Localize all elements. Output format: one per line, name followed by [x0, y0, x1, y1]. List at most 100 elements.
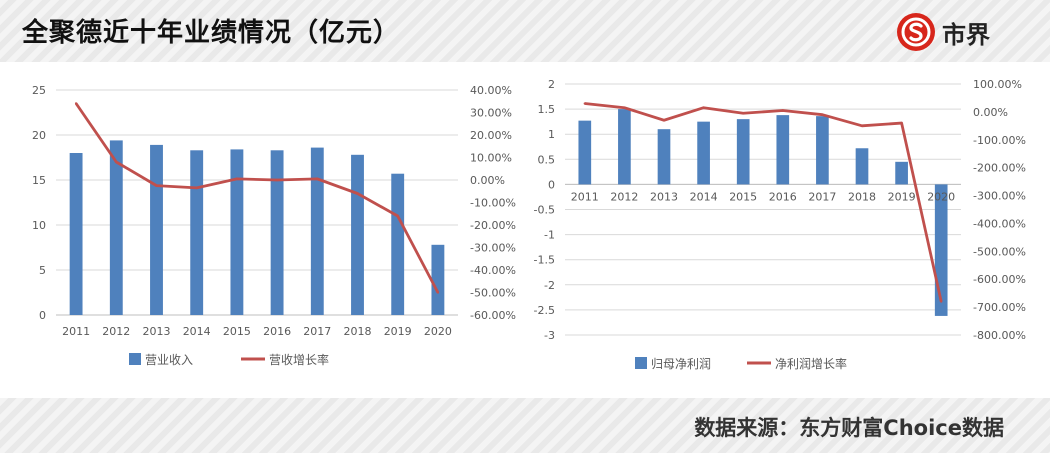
- footer-banner: 数据来源：东方财富Choice数据: [0, 398, 1050, 453]
- line-point: [940, 300, 943, 303]
- y-left-tick-label: 25: [32, 84, 46, 97]
- y-left-tick-label: 2: [548, 78, 555, 91]
- bar: [618, 109, 631, 185]
- line-point: [860, 124, 864, 128]
- line-point: [316, 177, 319, 181]
- legend-label-line: 营收增长率: [269, 352, 329, 367]
- bar: [578, 120, 592, 185]
- y-right-tick-label: -30.00%: [470, 242, 516, 255]
- logo-text: 市界: [942, 20, 990, 49]
- bar: [230, 149, 244, 315]
- y-left-tick-label: -0.5: [534, 204, 555, 217]
- x-tick-label: 2019: [384, 325, 412, 338]
- y-left-tick-label: 20: [32, 129, 46, 142]
- header-banner: 全聚德近十年业绩情况（亿元） 市界: [0, 0, 1050, 62]
- x-tick-label: 2011: [571, 190, 599, 203]
- line-point: [781, 109, 784, 112]
- y-right-tick-label: -200.00%: [973, 162, 1026, 175]
- revenue-chart: 0 5 10 15 20 25 -60.00% -50.00% -40.00% -30.00% -2…: [32, 84, 516, 367]
- revenue-chart-panel: 0 5 10 15 20 25 -60.00% -50.00% -40.00% -30.00% -2…: [6, 64, 519, 395]
- y-right-tick-label: 20.00%: [470, 129, 512, 142]
- bar: [776, 115, 790, 185]
- bar: [736, 119, 750, 185]
- y-right-tick-label: -700.00%: [973, 301, 1026, 314]
- x-tick-label: 2014: [183, 325, 211, 338]
- line-point: [742, 112, 745, 115]
- x-tick-label: 2016: [769, 190, 797, 203]
- line-point: [155, 184, 158, 187]
- line-point: [275, 178, 279, 182]
- x-tick-label: 2014: [690, 190, 718, 203]
- y-right-tick-label: -10.00%: [470, 197, 516, 210]
- x-tick-label: 2020: [927, 190, 955, 203]
- y-left-tick-label: 0: [548, 178, 555, 191]
- bar: [270, 150, 284, 315]
- line-point: [662, 119, 666, 122]
- y-right-tick-label: -100.00%: [973, 134, 1026, 147]
- line-point: [235, 177, 239, 181]
- logo-icon: [897, 13, 935, 51]
- legend: 营业收入 营收增长率: [129, 352, 329, 367]
- y-left-tick-label: 1: [548, 128, 555, 141]
- x-tick-label: 2011: [62, 325, 90, 338]
- bar: [855, 148, 869, 185]
- x-tick-label: 2020: [424, 325, 452, 338]
- y-right-tick-label: 10.00%: [470, 152, 512, 165]
- bar: [697, 121, 710, 185]
- series-line: [584, 102, 943, 302]
- line-point: [702, 106, 705, 109]
- profit-chart-panel: -3 -2.5 -2 -1.5 -1 -0.5 0 0.5 1 1.5 2 -800.00% -700.…: [531, 64, 1044, 395]
- bar: [391, 173, 405, 315]
- y-right-tick-label: 0.00%: [470, 174, 505, 187]
- bar: [351, 154, 364, 315]
- y-right-tick-label: 40.00%: [470, 84, 512, 97]
- bar: [895, 161, 908, 185]
- x-tick-label: 2016: [263, 325, 291, 338]
- bar: [657, 129, 671, 185]
- x-tick-label: 2017: [808, 190, 836, 203]
- legend-swatch-bar: [635, 357, 647, 369]
- bar: [69, 153, 83, 315]
- y-left-tick-label: 10: [32, 219, 46, 232]
- line-point: [583, 102, 586, 105]
- y-right-tick-label: 30.00%: [470, 107, 512, 120]
- series-line: [74, 102, 440, 294]
- bar: [431, 244, 445, 315]
- y-right-tick-label: 100.00%: [973, 78, 1022, 91]
- y-left-tick-label: 5: [39, 264, 46, 277]
- line-point: [623, 106, 626, 109]
- line-point: [900, 121, 903, 125]
- x-tick-label: 2017: [303, 325, 331, 338]
- y-left-tick-label: 15: [32, 174, 46, 187]
- legend: 归母净利润 净利润增长率: [635, 356, 847, 371]
- x-tick-label: 2018: [344, 325, 372, 338]
- line-point: [74, 102, 78, 105]
- x-tick-label: 2013: [650, 190, 678, 203]
- legend-label-bar: 归母净利润: [651, 357, 711, 371]
- y-right-tick-label: -800.00%: [973, 329, 1026, 342]
- y-left-tick-label: -2: [544, 279, 555, 292]
- brand-logo: 市界: [896, 12, 990, 52]
- net-profit-chart: -3 -2.5 -2 -1.5 -1 -0.5 0 0.5 1 1.5 2 -800.00% -700.…: [534, 78, 1026, 371]
- line-point: [821, 113, 824, 116]
- y-left-tick-label: -2.5: [534, 304, 555, 317]
- x-tick-label: 2015: [223, 325, 251, 338]
- line-point: [195, 186, 198, 190]
- y-left-tick-label: 1.5: [538, 103, 556, 116]
- line-point: [356, 192, 359, 195]
- x-tick-label: 2015: [729, 190, 757, 203]
- y-left-tick-label: -1: [544, 229, 555, 242]
- bar: [190, 150, 204, 315]
- line-point: [436, 291, 440, 294]
- y-right-tick-label: -300.00%: [973, 190, 1026, 203]
- y-right-tick-label: -400.00%: [973, 217, 1026, 230]
- legend-label-bar: 营业收入: [145, 353, 193, 367]
- y-right-tick-label: -40.00%: [470, 264, 516, 277]
- x-tick-label: 2019: [888, 190, 916, 203]
- bar: [816, 116, 829, 185]
- y-right-tick-label: -500.00%: [973, 245, 1026, 258]
- data-source: 数据来源：东方财富Choice数据: [694, 416, 1004, 440]
- bar: [109, 140, 123, 315]
- x-tick-label: 2012: [102, 325, 130, 338]
- line-point: [115, 160, 118, 164]
